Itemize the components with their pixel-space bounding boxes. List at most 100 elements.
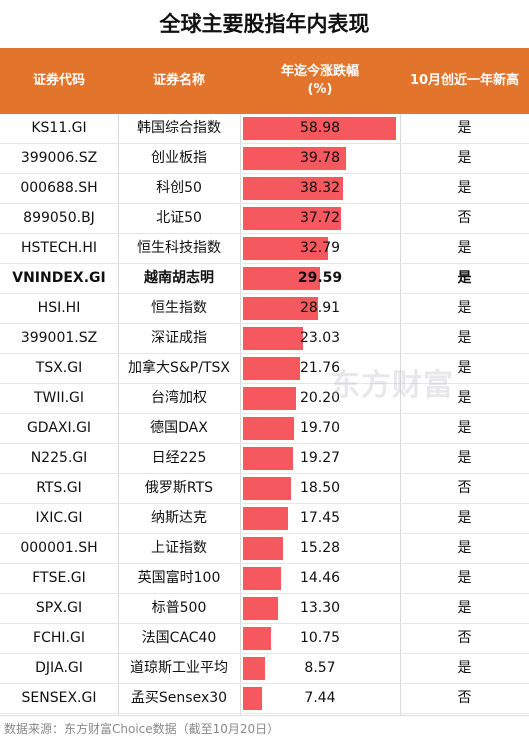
row-new-high: 是 [457,240,472,256]
table-row: DJIA.GI 道琼斯工业平均 8.57 是 [0,654,529,684]
row-name: 英国富时100 [137,570,221,586]
row-new-high: 是 [457,180,472,196]
table-row: 000688.SH 科创50 38.32 是 [0,174,529,204]
bar-value-label: 58.98 [299,120,341,136]
bar-value-label: 15.28 [299,540,341,556]
bar-value-label: 19.70 [299,420,341,436]
row-name: 标普500 [151,600,207,616]
bar-mark [243,597,278,620]
table-row: 399006.SZ 创业板指 39.78 是 [0,144,529,174]
table-row: HSTECH.HI 恒生科技指数 32.79 是 [0,234,529,264]
table-row: TSX.GI 加拿大S&P/TSX 21.76 是 [0,354,529,384]
row-code: TSX.GI [35,360,83,376]
bar-mark [243,657,266,680]
row-name: 科创50 [156,180,202,196]
row-name: 越南胡志明 [144,270,214,286]
bar-value-label: 23.03 [299,330,341,346]
bar-value-label: 37.72 [299,210,341,226]
table-row: FTSE.GI 英国富时100 14.46 是 [0,564,529,594]
table-row: FCHI.GI 法国CAC40 10.75 否 [0,624,529,654]
bar-value-label: 29.59 [297,270,343,286]
row-new-high: 是 [457,120,472,136]
bar-mark [243,447,294,470]
row-name: 韩国综合指数 [137,120,221,136]
row-name: 创业板指 [151,150,207,166]
bar-mark [243,537,283,560]
table-row: SPX.GI 标普500 13.30 是 [0,594,529,624]
table-row: GDAXI.GI 德国DAX 19.70 是 [0,414,529,444]
chart-title: 全球主要股指年内表现 [159,12,370,36]
bar-mark [243,147,347,170]
table-row: HSI.HI 恒生指数 28.91 是 [0,294,529,324]
row-name: 台湾加权 [151,390,207,406]
bar-value-label: 32.79 [299,240,341,256]
row-code: 399006.SZ [20,150,98,166]
bar-mark [243,237,329,260]
row-new-high: 是 [457,390,472,406]
bar-value-label: 38.32 [299,180,341,196]
table-row: RTS.GI 俄罗斯RTS 18.50 否 [0,474,529,504]
header-new-high: 10月创近一年新高 [409,73,520,88]
bar-value-label: 21.76 [299,360,341,376]
bar-mark [243,207,342,230]
row-name: 深证成指 [151,330,207,346]
row-new-high: 是 [457,300,472,316]
row-code: GDAXI.GI [26,420,92,436]
bar-value-label: 20.20 [299,390,341,406]
bar-mark [243,417,295,440]
table-row: IXIC.GI 纳斯达克 17.45 是 [0,504,529,534]
table-body: KS11.GI 韩国综合指数 58.98 是 399006.SZ 创业板指 39.78 是 00… [0,114,529,714]
bar-mark [243,387,296,410]
bar-mark [243,357,300,380]
row-name: 上证指数 [151,540,207,556]
bar-value-label: 10.75 [299,630,341,646]
column-divider [240,114,241,715]
column-divider [400,114,401,715]
table-row: N225.GI 日经225 19.27 是 [0,444,529,474]
bar-value-label: 14.46 [299,570,341,586]
row-new-high: 是 [457,540,472,556]
bar-mark [243,627,271,650]
row-new-high: 否 [457,480,472,496]
row-new-high: 是 [457,600,472,616]
row-new-high: 否 [457,210,472,226]
row-name: 俄罗斯RTS [144,480,214,496]
row-code: KS11.GI [31,120,87,136]
table-header: 证券代码 证券名称 年迄今涨跌幅 (%) 10月创近一年新高 [0,48,529,114]
row-code: RTS.GI [36,480,82,496]
row-new-high: 是 [457,150,472,166]
table-row: 899050.BJ 北证50 37.72 否 [0,204,529,234]
row-code: HSI.HI [37,300,81,316]
bar-mark [243,117,397,140]
table-row: 000001.SH 上证指数 15.28 是 [0,534,529,564]
row-name: 孟买Sensex30 [130,690,228,706]
row-code: IXIC.GI [35,510,83,526]
source-note: 数据来源：东方财富Choice数据（截至10月20日） [4,722,280,736]
table-row: TWII.GI 台湾加权 20.20 是 [0,384,529,414]
bar-value-label: 18.50 [299,480,341,496]
row-new-high: 是 [457,270,472,286]
bar-mark [243,177,343,200]
bar-value-label: 7.44 [304,690,336,706]
row-code: N225.GI [30,450,88,466]
bar-mark [243,327,303,350]
row-code: 000001.SH [20,540,98,556]
row-new-high: 否 [457,630,472,646]
row-code: SPX.GI [35,600,83,616]
row-new-high: 是 [457,660,472,676]
table-row: VNINDEX.GI 越南胡志明 29.59 是 [0,264,529,294]
row-code: DJIA.GI [35,660,83,676]
row-code: 399001.SZ [20,330,98,346]
bar-mark [243,687,263,710]
column-divider [118,114,119,715]
row-name: 法国CAC40 [141,630,217,646]
row-name: 北证50 [156,210,202,226]
row-new-high: 是 [457,570,472,586]
bar-value-label: 13.30 [299,600,341,616]
bar-value-label: 8.57 [304,660,336,676]
row-code: 000688.SH [20,180,98,196]
bar-value-label: 17.45 [299,510,341,526]
header-name: 证券名称 [152,73,205,88]
header-code: 证券代码 [32,73,85,88]
